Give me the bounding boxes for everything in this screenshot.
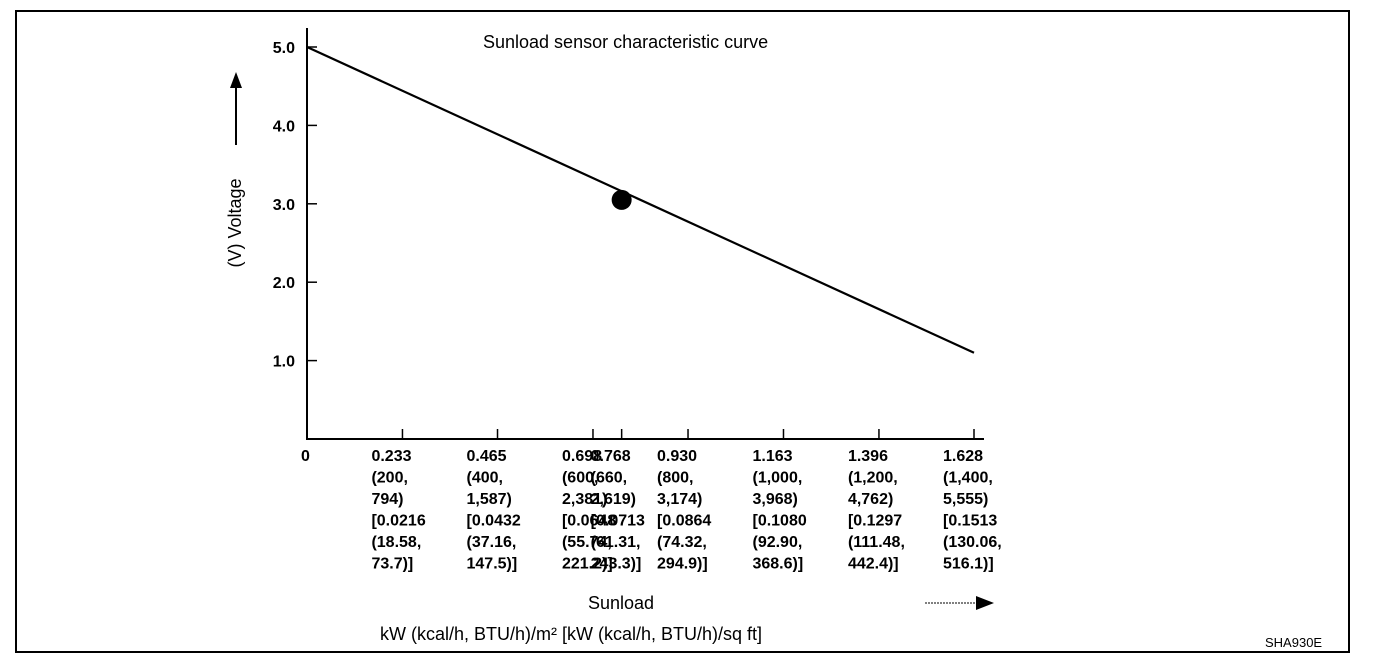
x-tick-label-line: 4,762) xyxy=(848,491,893,508)
x-tick-label-line: 442.4)] xyxy=(848,556,899,573)
x-tick-label-line: 2,381) xyxy=(562,491,607,508)
x-tick-label: 0.465 (400, 1,587) [0.0432 (37.16, 147.5)] xyxy=(467,448,521,573)
x-tick-label-line: 0 xyxy=(301,448,310,465)
x-tick-label-line: (92.90, xyxy=(752,534,802,551)
x-axis-label: Sunload xyxy=(588,593,654,613)
characteristic-line xyxy=(306,46,975,354)
x-tick-label-line: [0.1080 xyxy=(752,513,806,530)
x-tick-label-line: (400, xyxy=(467,470,503,487)
x-tick-label-line: (130.06, xyxy=(943,534,1002,551)
x-tick-label-line: [0.1297 xyxy=(848,513,902,530)
x-tick-label: 1.396 (1,200, 4,762) [0.1297 (111.48, 442.4)] xyxy=(848,448,905,573)
x-tick-label-line: [0.0864 xyxy=(657,513,711,530)
x-tick-label-line: 147.5)] xyxy=(467,556,518,573)
x-tick-label-line: [0.0713 xyxy=(591,513,645,530)
x-tick-label-line: (18.58, xyxy=(371,534,421,551)
x-tick-label-line: 243.3)] xyxy=(591,556,642,573)
figure-frame xyxy=(15,10,1350,653)
x-tick-label-line: [0.0648 xyxy=(562,513,616,530)
x-tick-label: 0.698 (600, 2,381) [0.0648 (55.74, 221.2)] xyxy=(562,448,616,573)
series-layer xyxy=(306,46,975,354)
x-tick-label-line: (200, xyxy=(371,470,407,487)
x-tick-label-line: 5,555) xyxy=(943,491,988,508)
x-tick-label-line: 1.628 xyxy=(943,448,983,465)
x-tick-label-line: 3,174) xyxy=(657,491,702,508)
x-tick-label-line: 221.2)] xyxy=(562,556,613,573)
x-tick-label-line: [0.1513 xyxy=(943,513,997,530)
x-tick-label: 1.163 (1,000, 3,968) [0.1080 (92.90, 368.6)] xyxy=(752,448,806,573)
x-tick-label: 0.930 (800, 3,174) [0.0864 (74.32, 294.9)] xyxy=(657,448,711,573)
x-tick-label-line: 0.698 xyxy=(562,448,602,465)
y-axis-arrow xyxy=(230,72,242,145)
marked-point xyxy=(611,189,632,210)
x-tick-label-line: 0.465 xyxy=(467,448,507,465)
x-tick-label-line: 3,968) xyxy=(752,491,797,508)
x-tick-label: 0.233 (200, 794) [0.0216 (18.58, 73.7)] xyxy=(371,448,425,573)
x-tick-label-line: 1,587) xyxy=(467,491,512,508)
y-ticks: 1.0 2.0 3.0 4.0 5.0 xyxy=(273,40,317,371)
y-tick-label: 4.0 xyxy=(273,118,295,135)
x-tick-label-line: (74.32, xyxy=(657,534,707,551)
x-tick-label: 1.628 (1,400, 5,555) [0.1513 (130.06, 516.1)] xyxy=(943,448,1002,573)
x-tick-label-line: (1,000, xyxy=(752,470,802,487)
x-tick-label-line: 1.163 xyxy=(752,448,792,465)
x-tick-label-line: (61.31, xyxy=(591,534,641,551)
x-tick-label-line: 0.768 xyxy=(591,448,631,465)
x-tick-label-line: (660, xyxy=(591,470,627,487)
chart-title: Sunload sensor characteristic curve xyxy=(483,32,768,52)
x-tick-label-line: 2,619) xyxy=(591,491,636,508)
x-tick-label-line: 73.7)] xyxy=(371,556,413,573)
x-tick-label-line: (1,400, xyxy=(943,470,993,487)
x-axis-arrow xyxy=(925,596,994,610)
y-axis-title: (V) Voltage xyxy=(225,178,245,267)
x-tick-label-line: (600, xyxy=(562,470,598,487)
x-tick-label-line: (55.74, xyxy=(562,534,612,551)
x-tick-label-line: [0.0216 xyxy=(371,513,425,530)
x-tick-label-line: (800, xyxy=(657,470,693,487)
x-tick-label-line: 516.1)] xyxy=(943,556,994,573)
x-tick-label-line: 368.6)] xyxy=(752,556,803,573)
x-ticks: 0 0.233 (200, 794) [0.0216 (18.58, 73.7)] 0.465… xyxy=(301,429,1002,573)
x-tick-label: 0 xyxy=(301,448,310,465)
x-tick-label-line: 0.233 xyxy=(371,448,411,465)
x-axis-units: kW (kcal/h, BTU/h)/m² [kW (kcal/h, BTU/h… xyxy=(380,624,762,644)
y-tick-label: 2.0 xyxy=(273,275,295,292)
x-tick-label-line: 794) xyxy=(371,491,403,508)
x-tick-label-line: 294.9)] xyxy=(657,556,708,573)
x-tick-label-line: (37.16, xyxy=(467,534,517,551)
x-tick-label-line: (1,200, xyxy=(848,470,898,487)
y-axis-label: (V) Voltage xyxy=(225,178,245,267)
axes xyxy=(306,28,984,440)
y-tick-label: 3.0 xyxy=(273,197,295,214)
y-tick-label: 1.0 xyxy=(273,354,295,371)
x-tick-label: 0.768 (660, 2,619) [0.0713 (61.31, 243.3)] xyxy=(591,448,645,573)
x-tick-label-line: (111.48, xyxy=(848,534,905,551)
y-tick-label: 5.0 xyxy=(273,40,295,57)
x-tick-label-line: [0.0432 xyxy=(467,513,521,530)
x-tick-label-line: 0.930 xyxy=(657,448,697,465)
x-tick-label-line: 1.396 xyxy=(848,448,888,465)
figure-code: SHA930E xyxy=(1265,635,1322,650)
